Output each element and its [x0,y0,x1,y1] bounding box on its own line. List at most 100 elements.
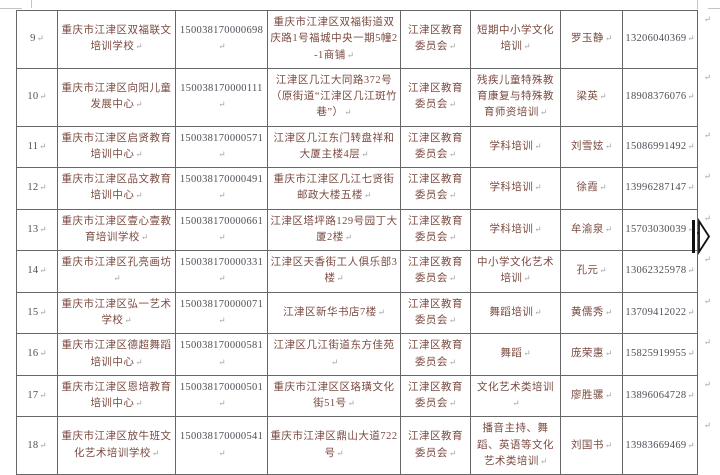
cell-row-number[interactable]: 11↵ [16,125,58,169]
institution-name: 重庆市江津区双福联文培训学校 [61,25,172,53]
cell-training-scope[interactable]: 舞蹈↵ [470,333,561,376]
cell-license-number[interactable]: 150038170000491 ↵ [175,167,268,210]
cell-row-number[interactable]: 17↵ [16,374,58,418]
cell-approving-authority[interactable]: 江津区教育委员会↵ [400,333,471,376]
cell-license-number[interactable]: 150038170000698 ↵ [175,10,268,69]
end-of-cell-mark: ↵ [687,182,695,193]
cell-approving-authority[interactable]: 江津区教育委员会↵ [400,374,471,418]
cell-address[interactable]: 重庆市江津区几江七贤街邮政大楼五楼↵ [267,167,401,210]
contact-name: 黄儒秀 [570,306,604,318]
cell-phone-number[interactable]: 13206040369↵ ↵ [622,10,711,69]
cell-row-number[interactable]: 13↵ [16,208,58,252]
cell-training-scope[interactable]: 中小学文化艺术培训↵ [470,250,561,293]
cell-approving-authority[interactable]: 江津区教育委员会↵ [400,416,471,475]
cell-row-number[interactable]: 15↵ [16,291,58,335]
cell-training-scope[interactable]: 残疾儿童特殊教育康复与特殊教育师资培训↵ [470,67,561,127]
training-scope: 中小学文化艺术培训 [477,257,554,285]
cell-row-number[interactable]: 18↵ [16,416,58,475]
cell-institution-name[interactable]: 重庆市江津区双福联文培训学校↵ [57,10,176,69]
end-of-cell-mark: ↵ [39,182,47,193]
cell-contact-name[interactable]: 黄儒秀↵ [560,291,623,335]
cell-training-scope[interactable]: 学科培训↵ [470,167,561,210]
cell-phone-number[interactable]: 13062325978↵ ↵ [622,250,711,293]
cell-training-scope[interactable]: 舞蹈培训↵ [470,291,561,335]
cell-institution-name[interactable]: 重庆市江津区品文教育培训中心↵ [57,167,176,210]
cell-phone-number[interactable]: 15825919955↵ ↵ [622,333,711,376]
cell-institution-name[interactable]: 重庆市江津区德超舞蹈培训中心↵ [57,333,176,376]
cell-address[interactable]: 江津区几江街道东方佳苑 ↵ [267,333,401,376]
end-of-cell-mark: ↵ [523,273,531,284]
cell-phone-number[interactable]: 15703030039↵ ↵ [622,208,711,252]
cell-approving-authority[interactable]: 江津区教育委员会↵ [400,10,471,69]
cell-license-number[interactable]: 150038170000331 ↵ [175,250,268,293]
training-scope: 舞蹈 [500,348,523,360]
cell-address[interactable]: 重庆市江津区双福街道双庆路1号福城中央一期5幢2-1商铺↵ [267,10,401,69]
cell-approving-authority[interactable]: 江津区教育委员会↵ [400,291,471,335]
cell-license-number[interactable]: 150038170000501 ↵ [175,374,268,418]
cell-contact-name[interactable]: 梁英↵ [560,67,623,127]
phone-number: 13062325978 [625,265,687,277]
margin-crop-mark [31,0,32,8]
cell-license-number[interactable]: 150038170000111 ↵ [175,67,268,127]
cell-training-scope[interactable]: 学科培训↵ [470,208,561,252]
cell-institution-name[interactable]: 重庆市江津区启贤教育培训中心↵ [57,125,176,169]
cell-address[interactable]: 江津区几江大同路372号（原街道“江津区几江斑竹巷”）↵ [267,67,401,127]
cell-phone-number[interactable]: 13896064728↵ ↵ [622,374,711,418]
cell-contact-name[interactable]: 刘雪妶↵ [560,125,623,169]
cell-phone-number[interactable]: 15086991492↵ ↵ [622,125,711,169]
phone-number: 15703030039 [625,223,687,235]
end-of-cell-mark: ↵ [330,356,339,367]
cell-row-number[interactable]: 12↵ [16,167,58,210]
cell-institution-name[interactable]: 重庆市江津区孔亮画坊 ↵ [57,250,176,293]
cell-contact-name[interactable]: 徐霞↵ [560,167,623,210]
cell-phone-number[interactable]: 13983669469↵ ↵ [622,416,711,475]
cell-address[interactable]: 江津区几江东门转盘祥和大厦主楼4层↵ [267,125,401,169]
cell-institution-name[interactable]: 重庆市江津区向阳儿童发展中心↵ [57,67,176,127]
cell-approving-authority[interactable]: 江津区教育委员会↵ [400,167,471,210]
cell-institution-name[interactable]: 重庆市江津区放牛班文化艺术培训学校↵ [57,416,176,475]
cell-approving-authority[interactable]: 江津区教育委员会↵ [400,250,471,293]
cell-contact-name[interactable]: 刘国书↵ [560,416,623,475]
cell-address[interactable]: 江津区塔坪路129号园丁大厦2楼↵ [267,208,401,252]
cell-license-number[interactable]: 150038170000071 ↵ [175,291,268,335]
cell-contact-name[interactable]: 罗玉静↵ [560,10,623,69]
cell-institution-name[interactable]: 重庆市江津区壹心壹教育培训学校↵ [57,208,176,252]
cell-phone-number[interactable]: 18908376076↵ ↵ [622,67,711,127]
approving-authority: 江津区教育委员会 [408,381,463,410]
end-of-cell-mark: ↵ [140,231,149,242]
cell-license-number[interactable]: 150038170000661 ↵ [175,208,268,252]
cell-license-number[interactable]: 150038170000541 ↵ [175,416,268,475]
end-of-cell-mark: ↵ [687,223,695,234]
cell-row-number[interactable]: 16↵ [16,333,58,376]
cell-phone-number[interactable]: 13709412022↵ ↵ [622,291,711,335]
cell-approving-authority[interactable]: 江津区教育委员会↵ [400,208,471,252]
cell-address[interactable]: 江津区天香街工人俱乐部3楼↵ [267,250,401,293]
cell-license-number[interactable]: 150038170000581 ↵ [175,333,268,376]
institution-name: 重庆市江津区启贤教育培训中心 [61,132,172,160]
cell-license-number[interactable]: 150038170000571 ↵ [175,125,268,169]
end-of-cell-mark: ↵ [135,41,143,52]
cell-institution-name[interactable]: 重庆市江津区恩培教育培训中心↵ [57,374,176,418]
cell-contact-name[interactable]: 庞荣惠↵ [560,333,623,376]
license-number: 150038170000111 [180,82,263,94]
cell-address[interactable]: 重庆市江津区区珞璜文化街51号↵ [267,374,401,418]
cell-address[interactable]: 江津区新华书店7楼↵ [267,291,401,335]
cell-training-scope[interactable]: 文化艺术类培训 ↵ [470,374,561,418]
cell-row-number[interactable]: 14↵ [16,250,58,293]
cell-contact-name[interactable]: 廖胜骡↵ [560,374,623,418]
cell-phone-number[interactable]: 13996287147↵ ↵ [622,167,711,210]
cell-address[interactable]: 重庆市江津区鼎山大道722号↵ [267,416,401,475]
cell-training-scope[interactable]: 学科培训↵ [470,125,561,169]
table-row: 16↵ 重庆市江津区德超舞蹈培训中心↵ 150038170000581↵ 江津区… [16,333,711,376]
cell-row-number[interactable]: 9↵ [16,10,58,69]
cell-contact-name[interactable]: 孔元↵ [560,250,623,293]
cell-contact-name[interactable]: 牟渝泉↵ [560,208,623,252]
cell-approving-authority[interactable]: 江津区教育委员会↵ [400,67,471,127]
end-of-cell-mark: ↵ [604,306,613,317]
end-of-cell-mark: ↵ [448,356,457,367]
cell-training-scope[interactable]: 短期中小学文化培训↵ [470,10,561,69]
cell-approving-authority[interactable]: 江津区教育委员会↵ [400,125,471,169]
cell-training-scope[interactable]: 播音主持、舞蹈、英语等文化艺术类培训↵ [470,416,561,475]
cell-row-number[interactable]: 10↵ [16,67,58,127]
cell-institution-name[interactable]: 重庆市江津区弘一艺术学校↵ [57,291,176,335]
